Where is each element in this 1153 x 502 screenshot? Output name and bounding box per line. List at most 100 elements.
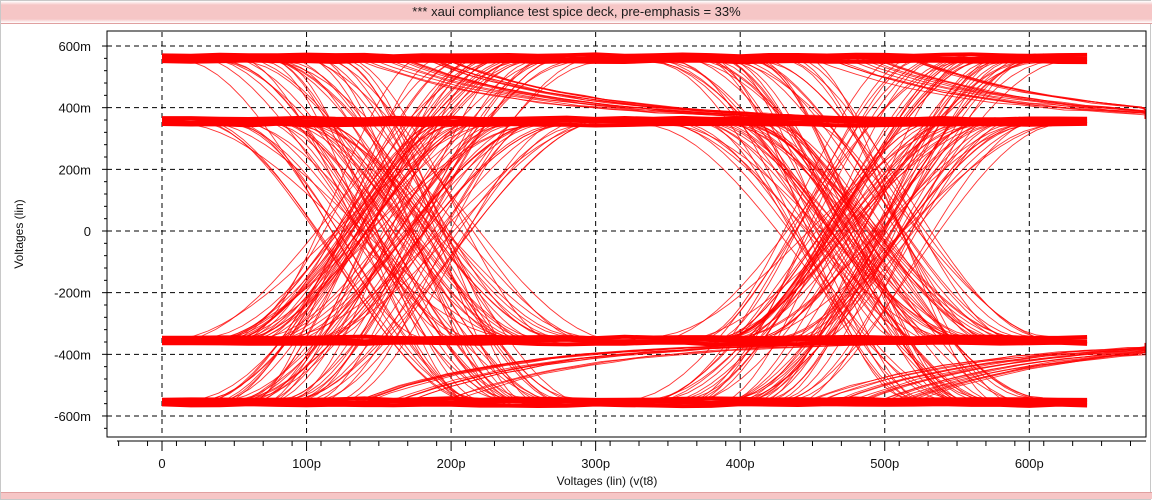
relaxation-trace [439,342,903,403]
eye-trace [291,123,558,402]
eye-trace [263,59,572,337]
eye-trace [335,119,567,404]
eye-trace [674,61,921,401]
eye-trace [790,56,1017,341]
eye-trace [233,123,566,401]
eye-trace [285,59,497,403]
eye-trace [270,61,606,345]
x-axis-title: Voltages (lin) (v(t8) [557,474,658,488]
eye-trace [731,124,978,337]
eye-trace [287,61,575,399]
eye-trace [705,55,907,399]
eye-trace [788,59,1033,407]
eye-trace [291,125,581,401]
eye-traces [161,52,1146,409]
eye-trace [298,54,524,402]
eye-trace [637,119,963,404]
eye-trace [741,58,1016,403]
x-tick-label: 300p [581,456,610,471]
eye-trace [218,54,564,403]
eye-trace [715,59,938,404]
window-bottom-border [1,492,1152,499]
eye-trace [322,56,531,342]
plot-title: *** xaui compliance test spice deck, pre… [1,1,1152,24]
eye-trace [754,121,979,403]
eye-trace [262,119,498,399]
eye-trace [250,55,493,404]
eye-trace [707,120,938,345]
eye-trace [734,124,1025,338]
eye-trace [213,125,535,344]
eye-trace [218,124,476,401]
eye-trace [709,119,973,343]
x-tick-label: 100p [292,456,321,471]
eye-trace [302,121,556,337]
relaxation-trace [402,57,865,119]
eye-trace [316,121,575,407]
eye-trace [194,119,532,344]
eye-trace [190,54,485,342]
eye-trace [229,124,457,339]
eye-trace [259,54,513,401]
eye-trace [215,57,469,405]
y-axis: 600m 400m 200m 0 -200m -400m -600m [54,39,107,429]
eye-trace [235,59,556,341]
eye-trace [222,121,508,406]
eye-trace [772,124,1031,339]
eye-trace [655,123,988,405]
eye-trace [789,57,986,343]
eye-trace [755,57,972,405]
eye-trace [741,122,1043,400]
y-tick-label: -400m [54,347,91,362]
eye-trace [311,125,501,403]
x-tick-label: 400p [726,456,755,471]
eye-trace [244,57,442,406]
eye-trace [686,120,946,399]
eye-trace [299,119,568,340]
x-axis: 0 100p 200p 300p 400p 500p 600p [117,440,1146,471]
eye-trace [771,54,1046,339]
eye-trace [265,61,466,399]
eye-trace [689,56,1013,345]
eye-trace [761,61,1034,338]
eye-trace [297,123,593,338]
eye-trace [730,123,980,404]
relaxation-trace [902,343,1146,403]
eye-trace [770,119,1049,340]
eye-trace [708,57,916,343]
relaxation-trace [359,342,823,403]
x-tick-label: 500p [870,456,899,471]
level-band [161,121,1088,128]
eye-trace [711,120,980,343]
level-band [161,402,1088,409]
eye-trace [744,124,996,342]
y-tick-label: 600m [58,39,91,54]
eye-trace [649,58,962,338]
eye-trace [236,124,427,339]
eye-trace [239,57,468,341]
eye-trace [717,118,954,406]
y-tick-label: -200m [54,286,91,301]
eye-trace [696,55,907,344]
eye-trace [261,123,546,342]
eye-trace [282,61,507,338]
y-tick-label: 0 [84,224,91,239]
eye-trace [282,125,511,400]
eye-trace [280,59,577,345]
y-tick-label: -600m [54,409,91,424]
eye-trace [305,54,551,338]
eye-trace [783,125,1020,342]
eye-trace [772,61,988,402]
eye-trace [725,58,1008,346]
eye-trace [731,58,1023,346]
eye-trace [772,124,1061,403]
eye-trace [219,55,515,345]
relaxation-trace [445,57,909,119]
level-band [161,52,1088,59]
eye-trace [714,118,1016,405]
eye-trace [195,124,537,343]
eye-trace [680,58,940,405]
eye-trace [211,117,515,340]
